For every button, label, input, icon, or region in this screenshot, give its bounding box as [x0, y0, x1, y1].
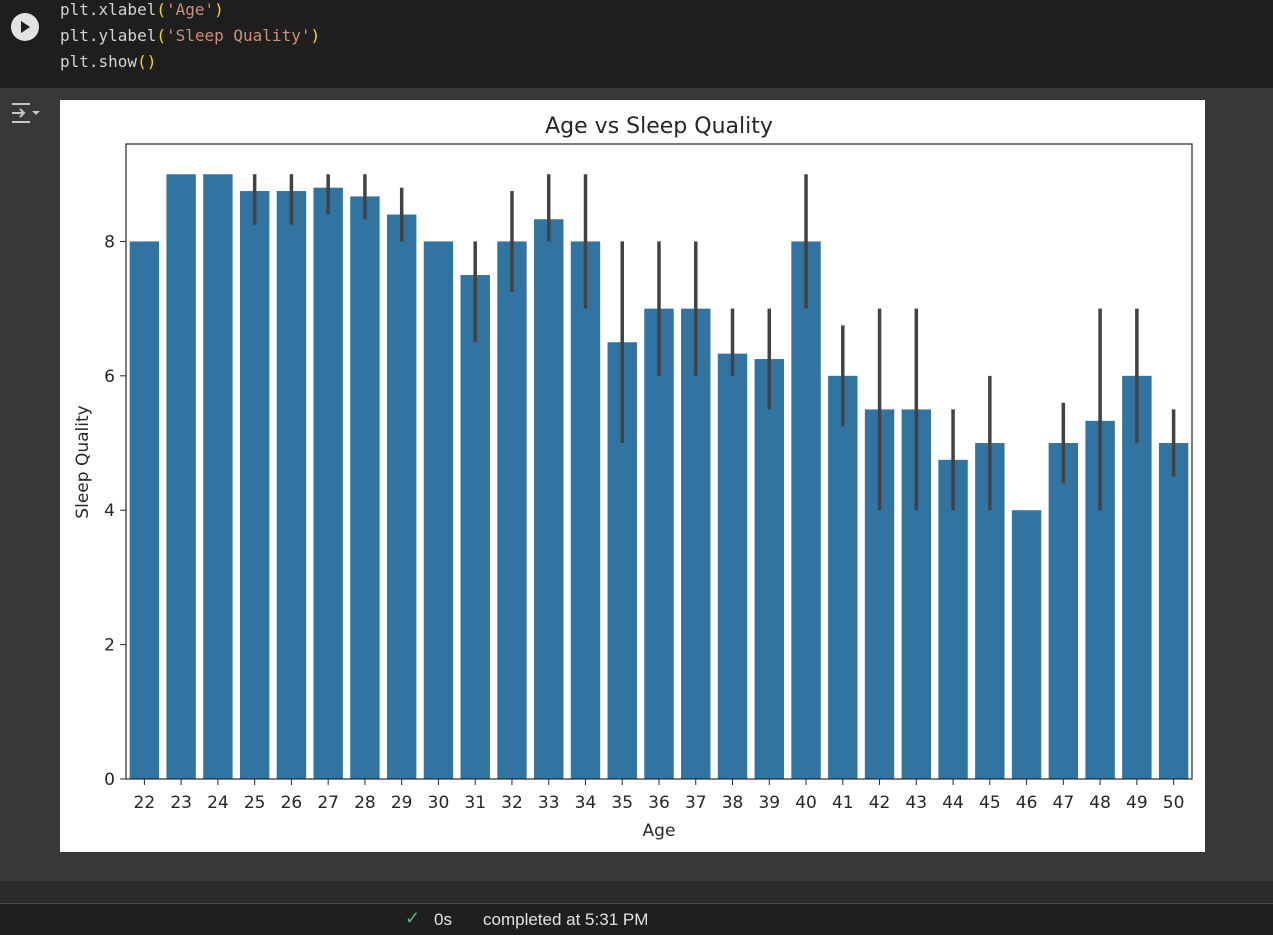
x-tick-label: 50: [1163, 793, 1185, 813]
x-tick-label: 29: [391, 793, 413, 813]
bar-26: [276, 191, 307, 779]
bar-46: [1011, 510, 1042, 779]
plot-frame: [125, 143, 1193, 780]
x-tick-label: 49: [1126, 793, 1148, 813]
status-completed[interactable]: completed at 5:31 PM: [483, 910, 649, 929]
code-paren: ): [310, 26, 321, 45]
code-line: plt.xlabel('Age'): [60, 0, 320, 23]
check-icon: ✓: [405, 908, 421, 928]
x-tick-label: 31: [464, 793, 486, 813]
x-tick-label: 42: [869, 793, 891, 813]
bar-40: [791, 241, 821, 780]
x-tick-label: 30: [428, 793, 450, 813]
status-divider: [0, 881, 1273, 903]
bar-28: [350, 196, 380, 779]
bar-34: [570, 241, 601, 780]
x-axis-label: Age: [643, 821, 676, 841]
plot-figure: Age vs Sleep Quality Age Sleep Quality 2…: [60, 100, 1205, 852]
bar-23: [166, 174, 196, 779]
x-tick-label: 32: [501, 793, 523, 813]
output-toggle-icon: [12, 103, 40, 123]
x-tick-label: 27: [317, 793, 339, 813]
bar-36: [644, 308, 674, 779]
bar-chart: Age vs Sleep Quality Age Sleep Quality 2…: [73, 114, 1193, 841]
status-duration: 0s: [434, 910, 452, 929]
x-tick-label: 26: [281, 793, 303, 813]
bar-25: [239, 191, 270, 779]
x-tick-label: 37: [685, 793, 707, 813]
bar-44: [938, 459, 968, 779]
output-toggle-button[interactable]: [10, 100, 42, 126]
bar-37: [681, 308, 711, 779]
code-function: plt.xlabel: [60, 0, 157, 19]
x-tick-label: 24: [207, 793, 229, 813]
bar-31: [460, 275, 490, 779]
y-tick-label: 0: [104, 770, 115, 790]
x-tick-label: 43: [905, 793, 927, 813]
y-axis-label: Sleep Quality: [73, 405, 93, 518]
bar-41: [828, 375, 858, 779]
y-tick-label: 4: [104, 501, 115, 521]
bar-38: [717, 353, 748, 779]
x-tick-label: 46: [1016, 793, 1038, 813]
code-line: plt.ylabel('Sleep Quality'): [60, 23, 320, 49]
code-paren: (: [156, 26, 166, 45]
x-tick-label: 44: [942, 793, 964, 813]
code-paren: ): [146, 52, 157, 71]
x-tick-label: 47: [1053, 793, 1075, 813]
bar-32: [497, 241, 527, 780]
bar-29: [386, 214, 417, 780]
x-tick-label: 41: [832, 793, 854, 813]
x-tick-label: 45: [979, 793, 1001, 813]
code-function: plt.ylabel: [60, 26, 157, 45]
x-tick-label: 35: [611, 793, 633, 813]
y-tick-label: 8: [104, 232, 115, 252]
chart-title: Age vs Sleep Quality: [545, 114, 773, 139]
play-circle-icon: [21, 21, 30, 33]
x-tick-label: 33: [538, 793, 560, 813]
x-tick-label: 22: [134, 793, 156, 813]
x-tick-label: 28: [354, 793, 376, 813]
code-argument: 'Age': [165, 0, 215, 19]
code-paren: (: [137, 52, 147, 71]
bar-22: [129, 241, 160, 780]
code-editor[interactable]: plt.xlabel('Age') plt.ylabel('Sleep Quali…: [60, 0, 320, 75]
code-line: plt.show(): [60, 49, 320, 75]
code-paren: ): [214, 0, 224, 19]
bar-24: [203, 174, 233, 779]
x-tick-label: 40: [795, 793, 817, 813]
bar-33: [534, 219, 564, 779]
x-tick-label: 36: [648, 793, 670, 813]
x-tick-label: 25: [244, 793, 266, 813]
bar-39: [754, 359, 784, 779]
y-tick-label: 2: [104, 636, 115, 656]
run-cell-button[interactable]: [11, 13, 39, 41]
code-argument: 'Sleep Quality': [165, 26, 311, 45]
x-tick-label: 23: [170, 793, 192, 813]
x-tick-label: 34: [575, 793, 597, 813]
x-tick-label: 38: [722, 793, 744, 813]
code-function: plt.show: [60, 52, 138, 71]
code-cell[interactable]: plt.xlabel('Age') plt.ylabel('Sleep Quali…: [0, 0, 1273, 88]
x-tick-label: 39: [758, 793, 780, 813]
y-tick-label: 6: [104, 367, 115, 387]
code-paren: (: [156, 0, 166, 19]
bar-30: [423, 241, 454, 780]
bar-27: [313, 187, 343, 779]
bar-47: [1048, 443, 1079, 779]
status-bar: ✓ 0s completed at 5:31 PM: [0, 903, 1273, 935]
x-tick-label: 48: [1089, 793, 1111, 813]
bar-50: [1158, 443, 1189, 779]
